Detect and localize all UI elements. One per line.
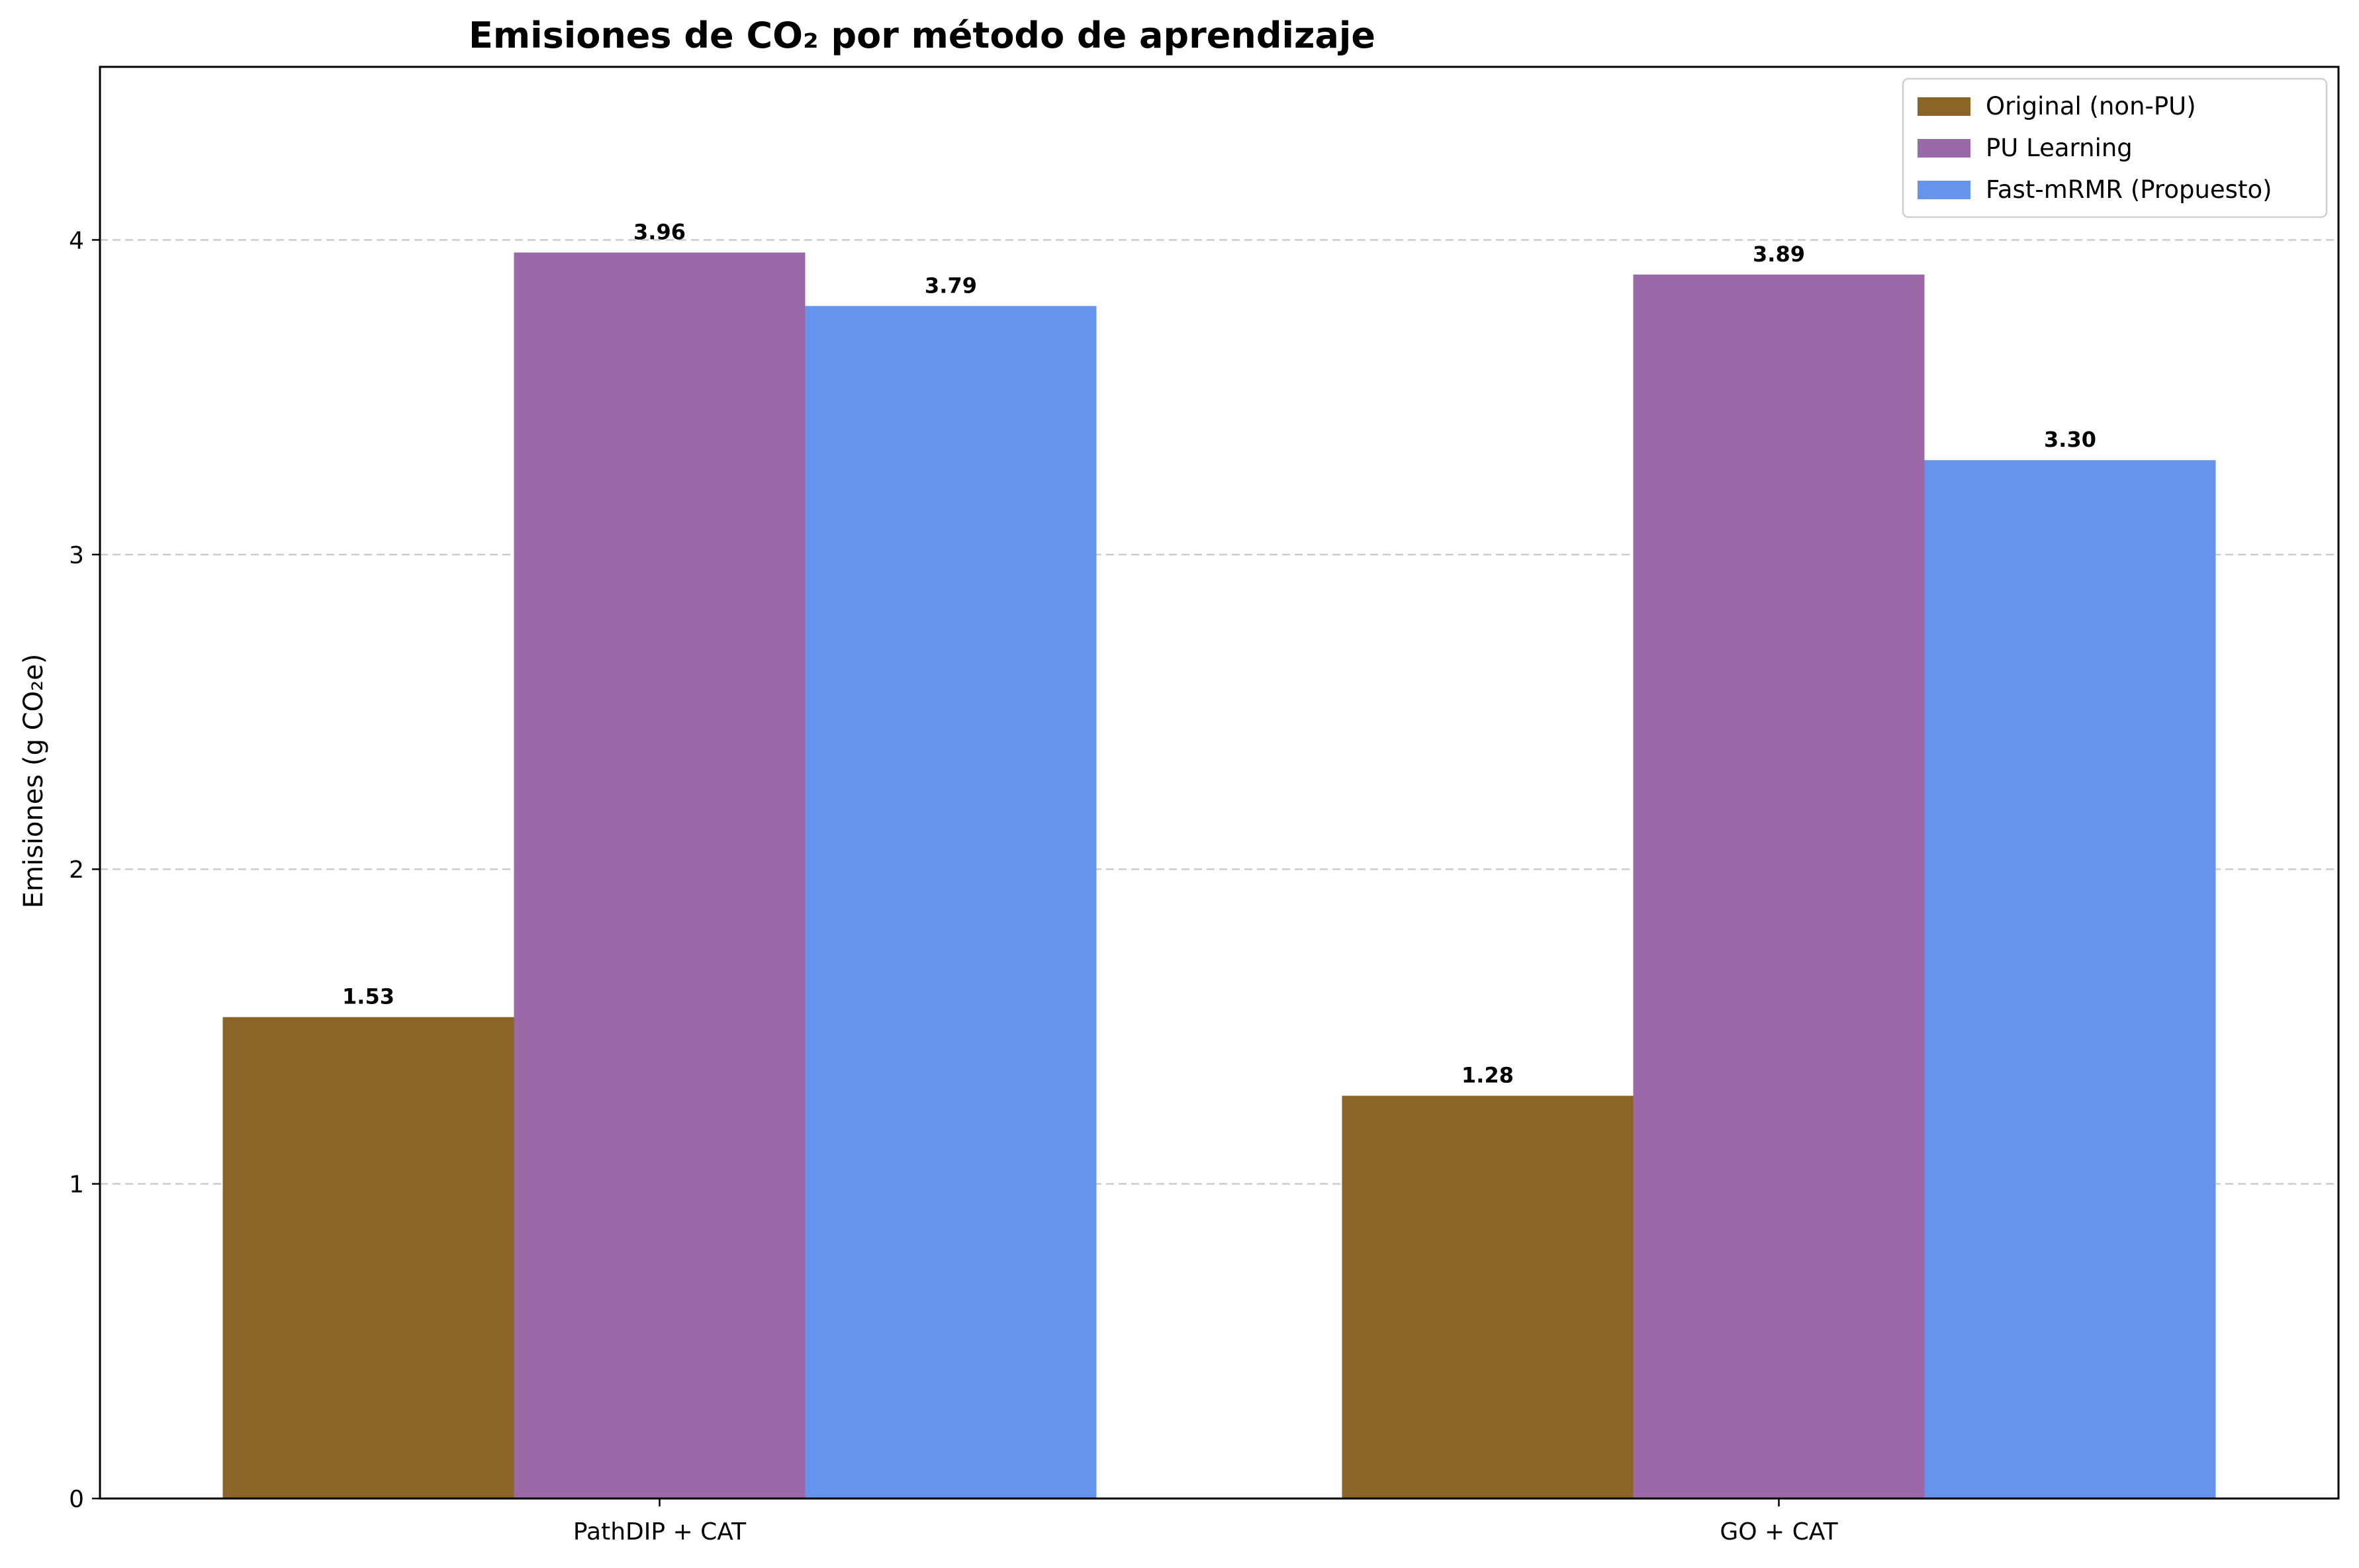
- y-tick-label: 2: [69, 856, 84, 884]
- bar-pu-learning-0: [514, 252, 806, 1499]
- legend-box: [1902, 77, 2328, 218]
- legend-label: PU Learning: [1986, 134, 2133, 162]
- y-axis-label: Emisiones (g CO₂e): [19, 654, 49, 909]
- legend: Original (non-PU) PU Learning Fast-mRMR (P…: [1902, 77, 2328, 218]
- value-label: 3.30: [2044, 427, 2096, 452]
- bar-fast-mrmr-propuesto--1: [1924, 460, 2216, 1499]
- labels-layer: 1.53 3.96 3.79 1.28 3.89 3.30: [342, 219, 2096, 1087]
- bar-original-non-pu--0: [222, 1017, 514, 1499]
- value-label: 1.28: [1461, 1063, 1514, 1088]
- legend-label: Fast-mRMR (Propuesto): [1986, 175, 2272, 204]
- x-tick-label: PathDIP + CAT: [573, 1518, 747, 1545]
- value-label: 3.96: [633, 219, 686, 244]
- y-tick-label: 3: [69, 542, 84, 569]
- bar-pu-learning-1: [1633, 274, 1925, 1499]
- y-tick-label: 4: [69, 227, 84, 254]
- legend-swatch: [1918, 181, 1970, 199]
- legend-label: Original (non-PU): [1986, 92, 2196, 120]
- y-tick-label: 1: [69, 1172, 84, 1199]
- axes-layer: 0 1 2 3 4 PathDIP + CAT GO + CAT: [69, 66, 2340, 1545]
- x-tick-label: GO + CAT: [1720, 1518, 1838, 1545]
- plot-frame: [99, 66, 2340, 1500]
- bars-layer: [222, 252, 2216, 1499]
- chart-title: Emisiones de CO₂ por método de aprendiza…: [469, 15, 1375, 56]
- value-label: 1.53: [342, 984, 394, 1009]
- value-label: 3.89: [1753, 242, 1805, 267]
- legend-swatch: [1918, 97, 1970, 116]
- y-tick-label: 0: [69, 1486, 84, 1513]
- legend-swatch: [1918, 139, 1970, 158]
- bar-fast-mrmr-propuesto--0: [805, 306, 1097, 1499]
- value-label: 3.79: [925, 273, 977, 298]
- bar-original-non-pu--1: [1342, 1095, 1634, 1499]
